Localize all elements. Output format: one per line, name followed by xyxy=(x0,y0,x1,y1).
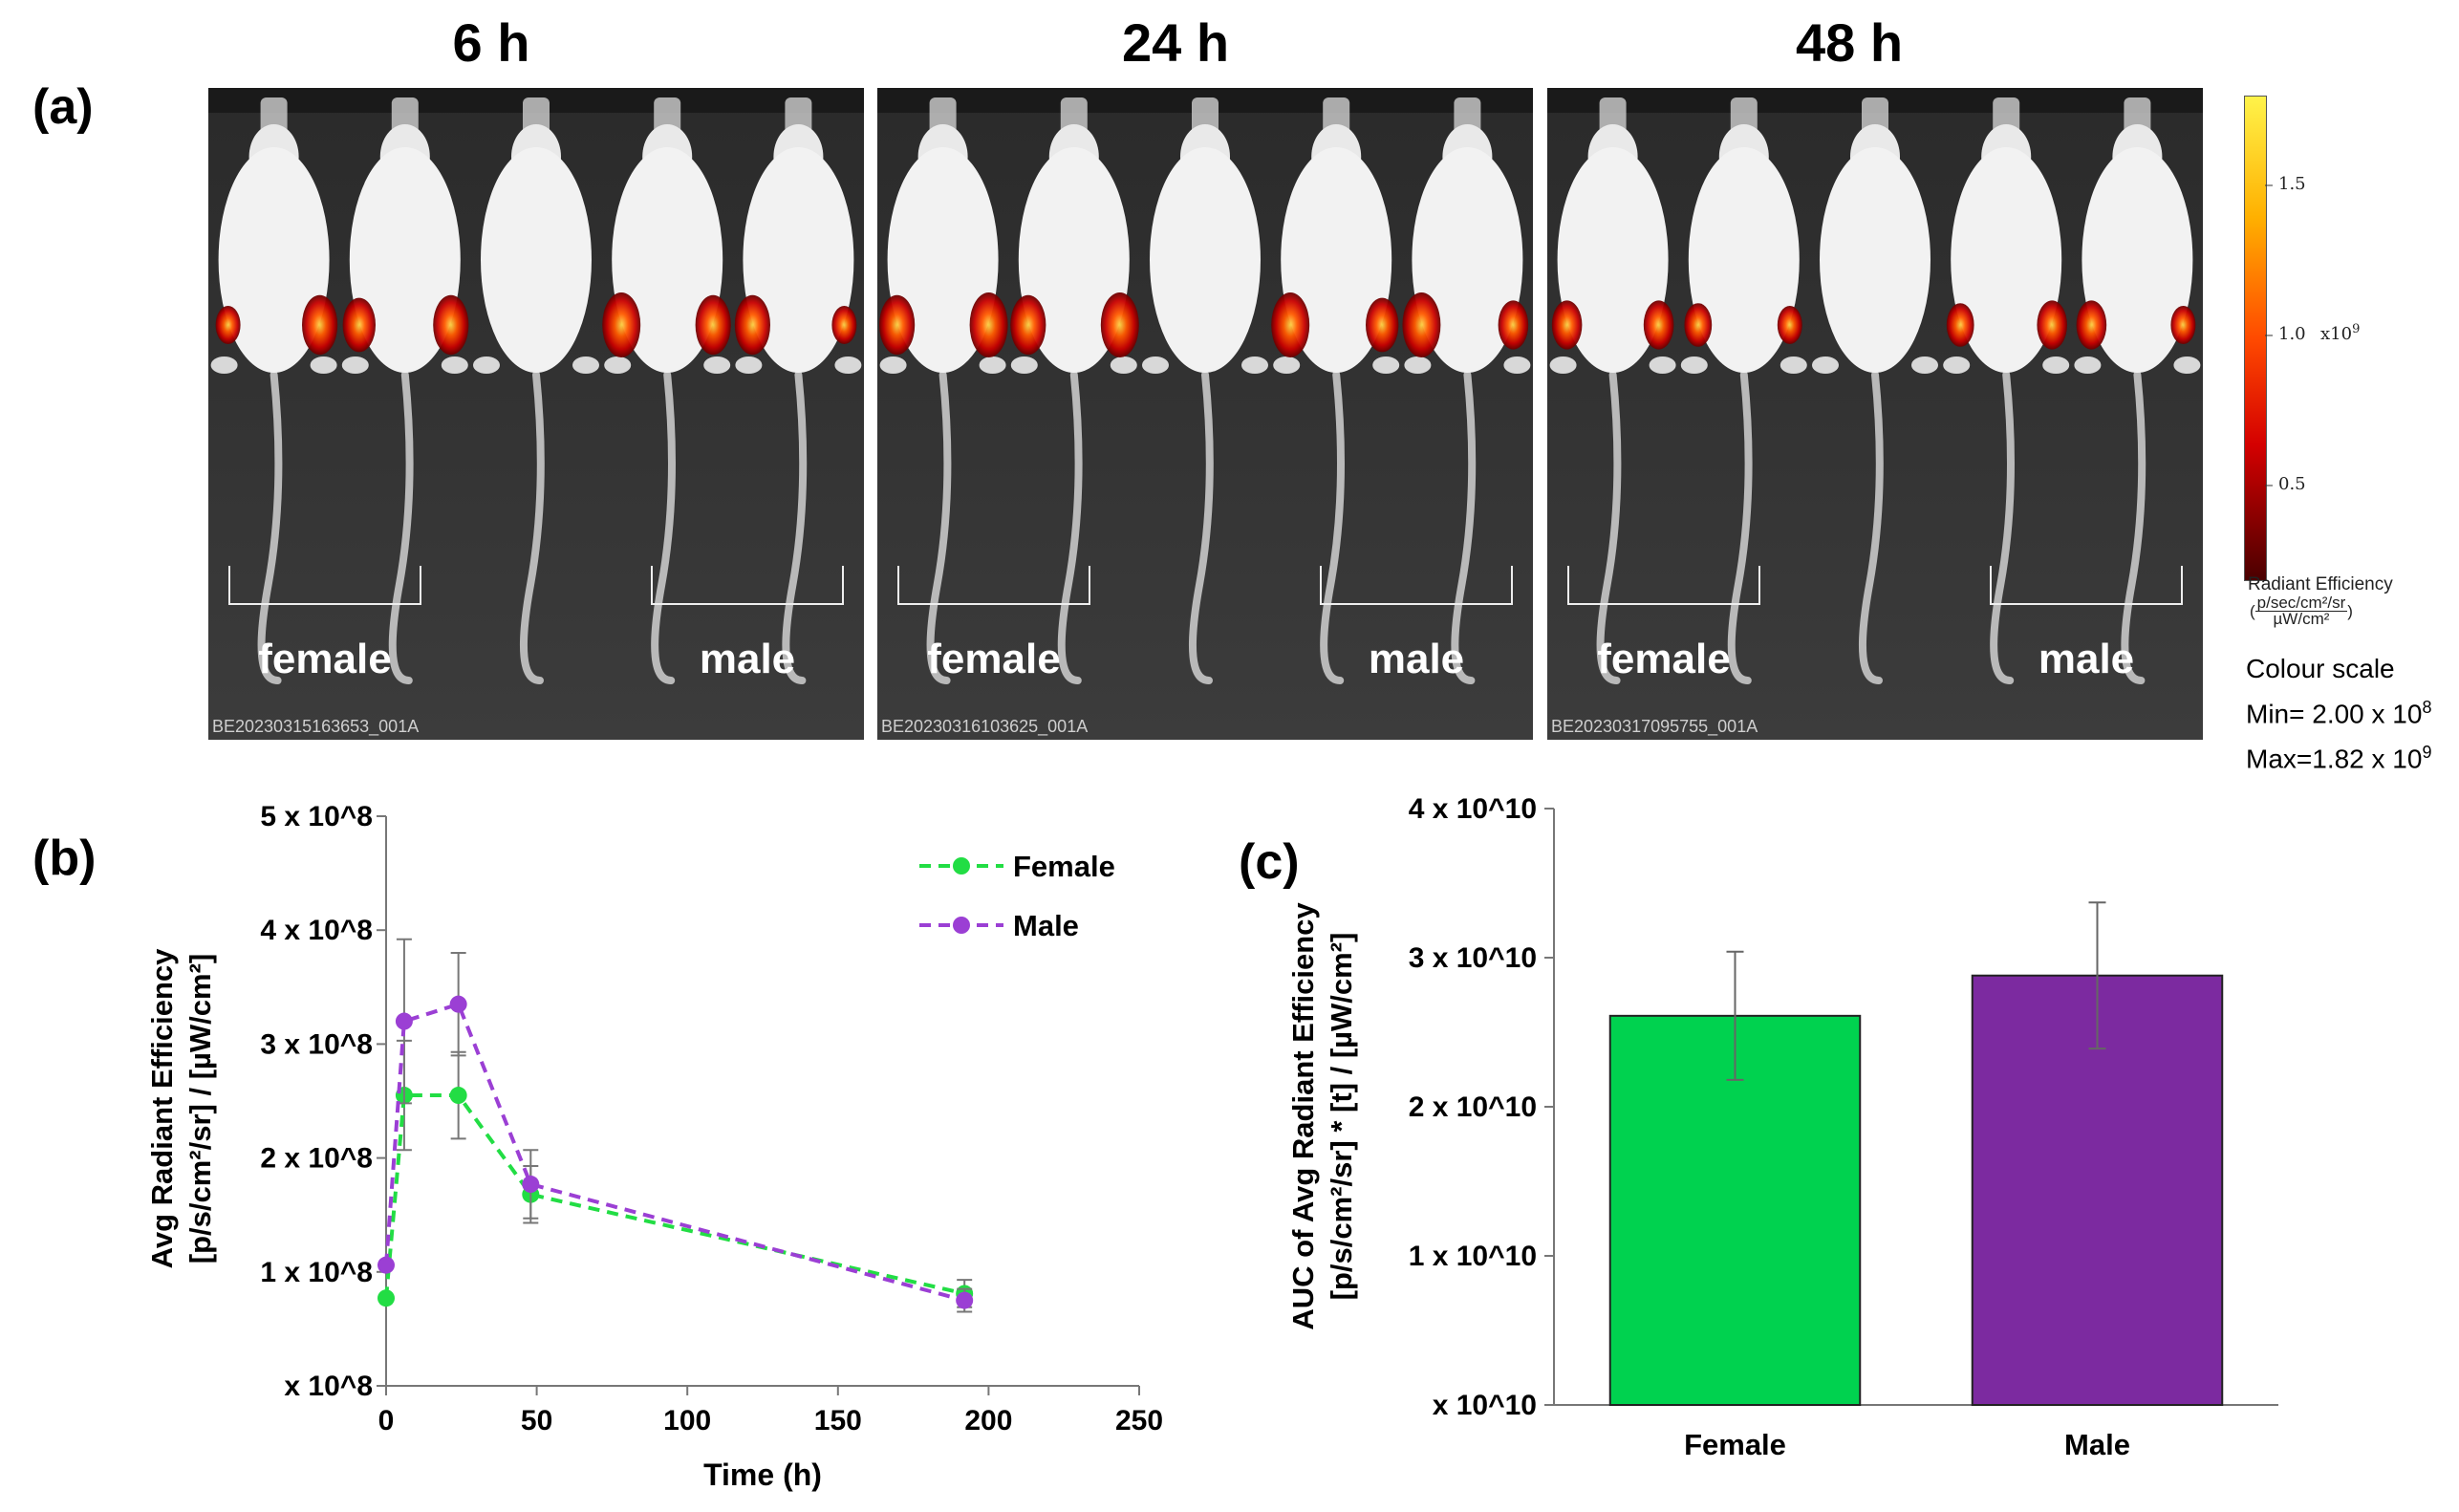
data-point xyxy=(449,995,467,1013)
x-axis-label: Time (h) xyxy=(703,1458,822,1492)
colour-scale-info: Colour scale Min= 2.00 x 108 Max=1.82 x … xyxy=(2246,650,2431,779)
x-tick-label: 150 xyxy=(814,1405,862,1436)
y-tick-label: 1 x 10^10 xyxy=(1409,1241,1537,1272)
error-bar xyxy=(2088,901,2106,1050)
colorbar-tick-1.5: 1.5 xyxy=(2278,174,2306,194)
image-id-label: BE20230315163653_001A xyxy=(212,717,419,737)
mouse xyxy=(2074,97,2201,684)
category-label: Male xyxy=(2064,1428,2130,1461)
mouse xyxy=(1943,97,2070,684)
mouse-image-panel: female male BE20230317095755_001A xyxy=(1547,88,2203,740)
data-point xyxy=(449,1087,467,1105)
bar-chart: x 10^10 1 x 10^10 2 x 10^10 3 x 10^10 4 x 10… xyxy=(1286,793,2278,1461)
mouse xyxy=(734,97,862,684)
y-axis-label: Avg Radiant Efficiency xyxy=(145,948,179,1269)
svg-text:Female: Female xyxy=(1013,850,1115,883)
mouse xyxy=(602,97,731,684)
data-point xyxy=(395,1012,413,1030)
y-tick-label: 5 x 10^8 xyxy=(260,801,373,832)
mouse xyxy=(1680,97,1807,684)
y-tick-label: 4 x 10^8 xyxy=(260,915,373,946)
mouse xyxy=(473,97,599,684)
panel-a-label: (a) xyxy=(32,79,94,135)
mouse xyxy=(1549,97,1676,684)
line-chart: x 10^8 1 x 10^8 2 x 10^8 3 x 10^8 4 x 10^8 5 … xyxy=(145,801,1163,1492)
category-label: Female xyxy=(1684,1428,1786,1461)
panel-b-label: (b) xyxy=(32,831,97,886)
mouse xyxy=(210,97,338,684)
x-tick-label: 100 xyxy=(663,1405,711,1436)
group-label-male: male xyxy=(1369,636,1464,682)
colorbar-title: Radiant Efficiency xyxy=(2248,574,2393,594)
y-tick-label: 4 x 10^10 xyxy=(1409,793,1537,825)
x-tick-label: 200 xyxy=(964,1405,1012,1436)
group-label-female: female xyxy=(1597,636,1730,682)
y-tick-label: x 10^10 xyxy=(1433,1390,1537,1421)
timepoint-title-2: 24 h xyxy=(1121,12,1230,73)
mouse-image-panel: female male BE20230315163653_001A xyxy=(208,88,864,740)
legend-item: Female xyxy=(919,850,1115,883)
mouse xyxy=(341,97,469,684)
timepoint-title-1: 6 h xyxy=(452,12,530,73)
x-tick-label: 50 xyxy=(521,1405,552,1436)
colour-scale-min: Min= 2.00 x 108 xyxy=(2246,698,2432,729)
series-line-female xyxy=(384,1093,965,1299)
data-point xyxy=(956,1291,974,1309)
panel-c-label: (c) xyxy=(1239,834,1300,890)
colorbar xyxy=(2244,96,2267,581)
group-label-female: female xyxy=(258,636,391,682)
colorbar-tick-0.5: 0.5 xyxy=(2278,474,2306,494)
colorbar-tick-1.0: 1.0 xyxy=(2278,324,2306,344)
y-axis-label-units: [p/s/cm²/sr] / [µW/cm²] xyxy=(183,954,217,1264)
mouse xyxy=(1010,97,1139,684)
series-line-male xyxy=(384,1002,965,1303)
colorbar-ticks xyxy=(2265,184,2273,486)
error-bar xyxy=(1726,950,1744,1081)
y-tick-label: 1 x 10^8 xyxy=(260,1257,373,1288)
mouse-image-panel: female male BE20230316103625_001A xyxy=(877,88,1533,740)
y-axis-label-units: [p/s/cm²/sr] * [t] / [µW/cm²] xyxy=(1325,933,1358,1301)
group-label-male: male xyxy=(2038,636,2134,682)
colorbar-multiplier: x109 xyxy=(2320,322,2361,344)
mouse xyxy=(1812,97,1938,684)
data-point xyxy=(377,1256,395,1274)
image-id-label: BE20230316103625_001A xyxy=(881,717,1088,737)
y-tick-label: 3 x 10^10 xyxy=(1409,942,1537,974)
svg-text:Male: Male xyxy=(1013,909,1079,942)
y-tick-label: 3 x 10^8 xyxy=(260,1028,373,1060)
y-tick-label: 2 x 10^10 xyxy=(1409,1091,1537,1123)
y-tick-label: x 10^8 xyxy=(284,1371,373,1402)
x-tick-label: 250 xyxy=(1115,1405,1163,1436)
colorbar-unit: ( p/sec/cm²/sr µW/cm² ) xyxy=(2250,594,2353,628)
legend-item: Male xyxy=(919,909,1079,942)
colour-scale-title: Colour scale xyxy=(2246,654,2395,683)
group-label-female: female xyxy=(927,636,1060,682)
image-id-label: BE20230317095755_001A xyxy=(1551,717,1758,737)
group-label-male: male xyxy=(700,636,795,682)
y-tick-label: 2 x 10^8 xyxy=(260,1143,373,1175)
data-point xyxy=(377,1289,395,1307)
mouse xyxy=(1402,97,1531,684)
mouse xyxy=(879,97,1008,684)
mouse xyxy=(1271,97,1400,684)
timepoint-title-3: 48 h xyxy=(1795,12,1904,73)
colour-scale-max: Max=1.82 x 109 xyxy=(2246,743,2432,774)
data-point xyxy=(522,1176,540,1194)
mouse xyxy=(1142,97,1268,684)
y-axis-label: AUC of Avg Radiant Efficiency xyxy=(1286,902,1320,1330)
x-tick-label: 0 xyxy=(378,1405,395,1436)
